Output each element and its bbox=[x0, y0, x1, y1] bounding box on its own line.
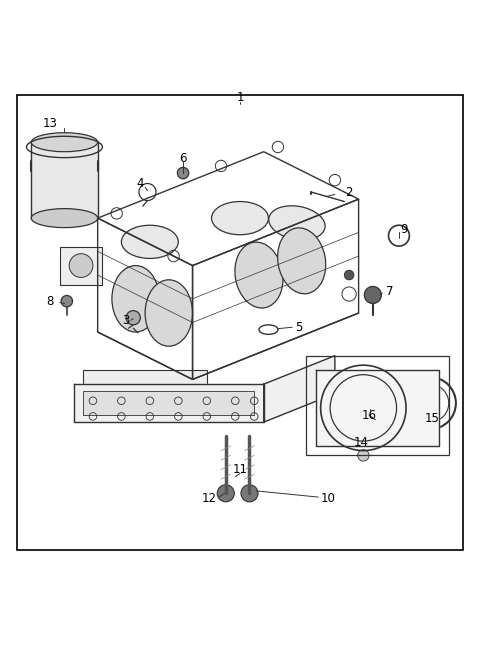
Circle shape bbox=[178, 167, 189, 179]
Circle shape bbox=[317, 379, 328, 390]
Text: 11: 11 bbox=[232, 463, 248, 476]
Polygon shape bbox=[74, 384, 264, 422]
Text: 16: 16 bbox=[361, 408, 376, 422]
Circle shape bbox=[126, 311, 140, 325]
Polygon shape bbox=[31, 142, 97, 218]
Polygon shape bbox=[264, 355, 335, 422]
Ellipse shape bbox=[235, 242, 283, 308]
Text: 7: 7 bbox=[386, 285, 393, 298]
Ellipse shape bbox=[31, 208, 97, 228]
Circle shape bbox=[364, 286, 382, 304]
Ellipse shape bbox=[145, 280, 192, 346]
Text: 9: 9 bbox=[400, 223, 408, 237]
Text: 1: 1 bbox=[236, 91, 244, 104]
Text: 15: 15 bbox=[425, 412, 440, 425]
Ellipse shape bbox=[269, 206, 325, 240]
Ellipse shape bbox=[31, 133, 97, 152]
FancyBboxPatch shape bbox=[60, 246, 102, 284]
Ellipse shape bbox=[212, 201, 268, 235]
Polygon shape bbox=[316, 370, 439, 446]
Text: 12: 12 bbox=[202, 493, 216, 506]
Bar bbox=[306, 355, 449, 455]
Circle shape bbox=[344, 270, 354, 280]
Text: 8: 8 bbox=[47, 295, 54, 308]
Text: 13: 13 bbox=[43, 117, 58, 130]
Text: 6: 6 bbox=[180, 152, 187, 165]
Circle shape bbox=[61, 295, 72, 307]
Circle shape bbox=[217, 485, 234, 502]
FancyBboxPatch shape bbox=[84, 370, 207, 399]
Text: 10: 10 bbox=[320, 493, 335, 506]
Bar bbox=[84, 392, 254, 415]
Text: 2: 2 bbox=[346, 186, 353, 199]
Circle shape bbox=[399, 379, 410, 390]
Ellipse shape bbox=[277, 228, 326, 293]
Text: 4: 4 bbox=[137, 177, 144, 190]
Text: 5: 5 bbox=[296, 321, 303, 333]
Circle shape bbox=[69, 253, 93, 277]
Text: 3: 3 bbox=[122, 313, 130, 326]
Circle shape bbox=[364, 406, 374, 415]
Text: 14: 14 bbox=[353, 435, 369, 448]
Circle shape bbox=[358, 450, 369, 461]
Ellipse shape bbox=[121, 225, 179, 259]
Circle shape bbox=[241, 485, 258, 502]
Ellipse shape bbox=[112, 266, 159, 332]
